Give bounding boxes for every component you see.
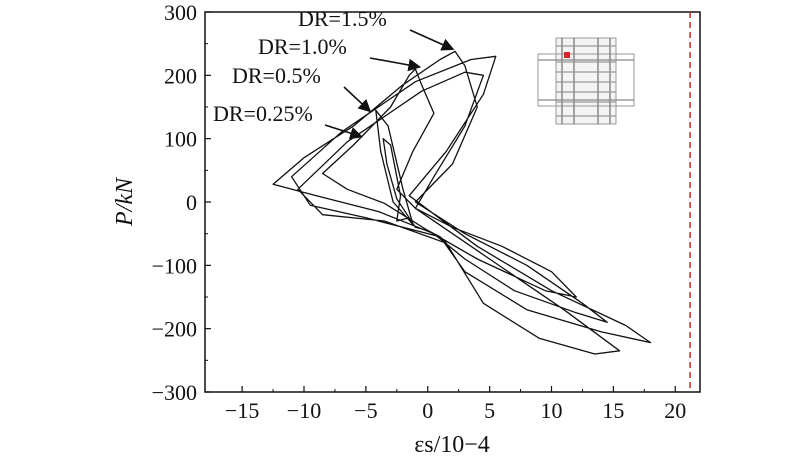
y-tick-label: −200 [152,317,197,342]
drift-ratio-arrow [343,86,372,113]
x-tick-label: 10 [541,398,563,423]
drift-ratio-annotations: DR=1.5% DR=1.0% DR=0.5% DR=0.25% [213,6,455,140]
y-axis-title: P/kN [112,176,138,227]
y-tick-label: 100 [164,127,197,152]
drift-ratio-arrow [409,29,455,51]
y-tick-labels: −300 −200 −100 0 100 200 300 [152,0,197,405]
x-tick-label: 15 [602,398,624,423]
inset-strain-gauge-marker [564,52,570,58]
drift-ratio-label: DR=1.0% [258,34,347,59]
y-tick-label: 200 [164,63,197,88]
drift-ratio-arrow [369,57,422,72]
x-tick-label: 20 [664,398,686,423]
x-axis-title: εs/10−4 [414,432,490,458]
axis-ticks [205,11,676,393]
y-tick-label: 0 [186,190,197,215]
x-tick-label: −10 [287,398,321,423]
x-tick-label: 5 [484,398,495,423]
y-tick-label: −300 [152,380,197,405]
x-tick-label: −15 [225,398,259,423]
drift-ratio-arrow [324,124,363,140]
inset-column [555,37,617,125]
y-tick-label: 300 [164,0,197,25]
y-tick-label: −100 [152,253,197,278]
hysteresis-curve [272,50,652,355]
inset-beam [537,53,635,107]
x-tick-label: 0 [422,398,433,423]
specimen-inset [537,37,635,125]
hysteresis-curves [272,50,652,355]
drift-ratio-label: DR=0.5% [232,63,321,88]
x-tick-labels: −15 −10 −5 0 5 10 15 20 [225,398,686,423]
drift-ratio-label: DR=1.5% [298,6,387,31]
x-tick-label: −5 [354,398,377,423]
drift-ratio-label: DR=0.25% [213,101,313,126]
